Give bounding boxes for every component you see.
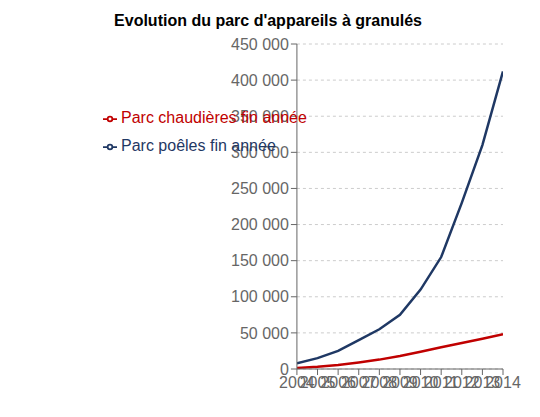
svg-text:350 000: 350 000 bbox=[231, 108, 289, 125]
svg-text:0: 0 bbox=[280, 361, 289, 378]
svg-text:250 000: 250 000 bbox=[231, 180, 289, 197]
svg-text:400 000: 400 000 bbox=[231, 72, 289, 89]
svg-text:450 000: 450 000 bbox=[231, 36, 289, 53]
svg-text:200 000: 200 000 bbox=[231, 216, 289, 233]
svg-text:100 000: 100 000 bbox=[231, 288, 289, 305]
svg-text:2014: 2014 bbox=[485, 374, 521, 391]
svg-text:300 000: 300 000 bbox=[231, 144, 289, 161]
svg-text:150 000: 150 000 bbox=[231, 252, 289, 269]
svg-text:50 000: 50 000 bbox=[240, 325, 289, 342]
